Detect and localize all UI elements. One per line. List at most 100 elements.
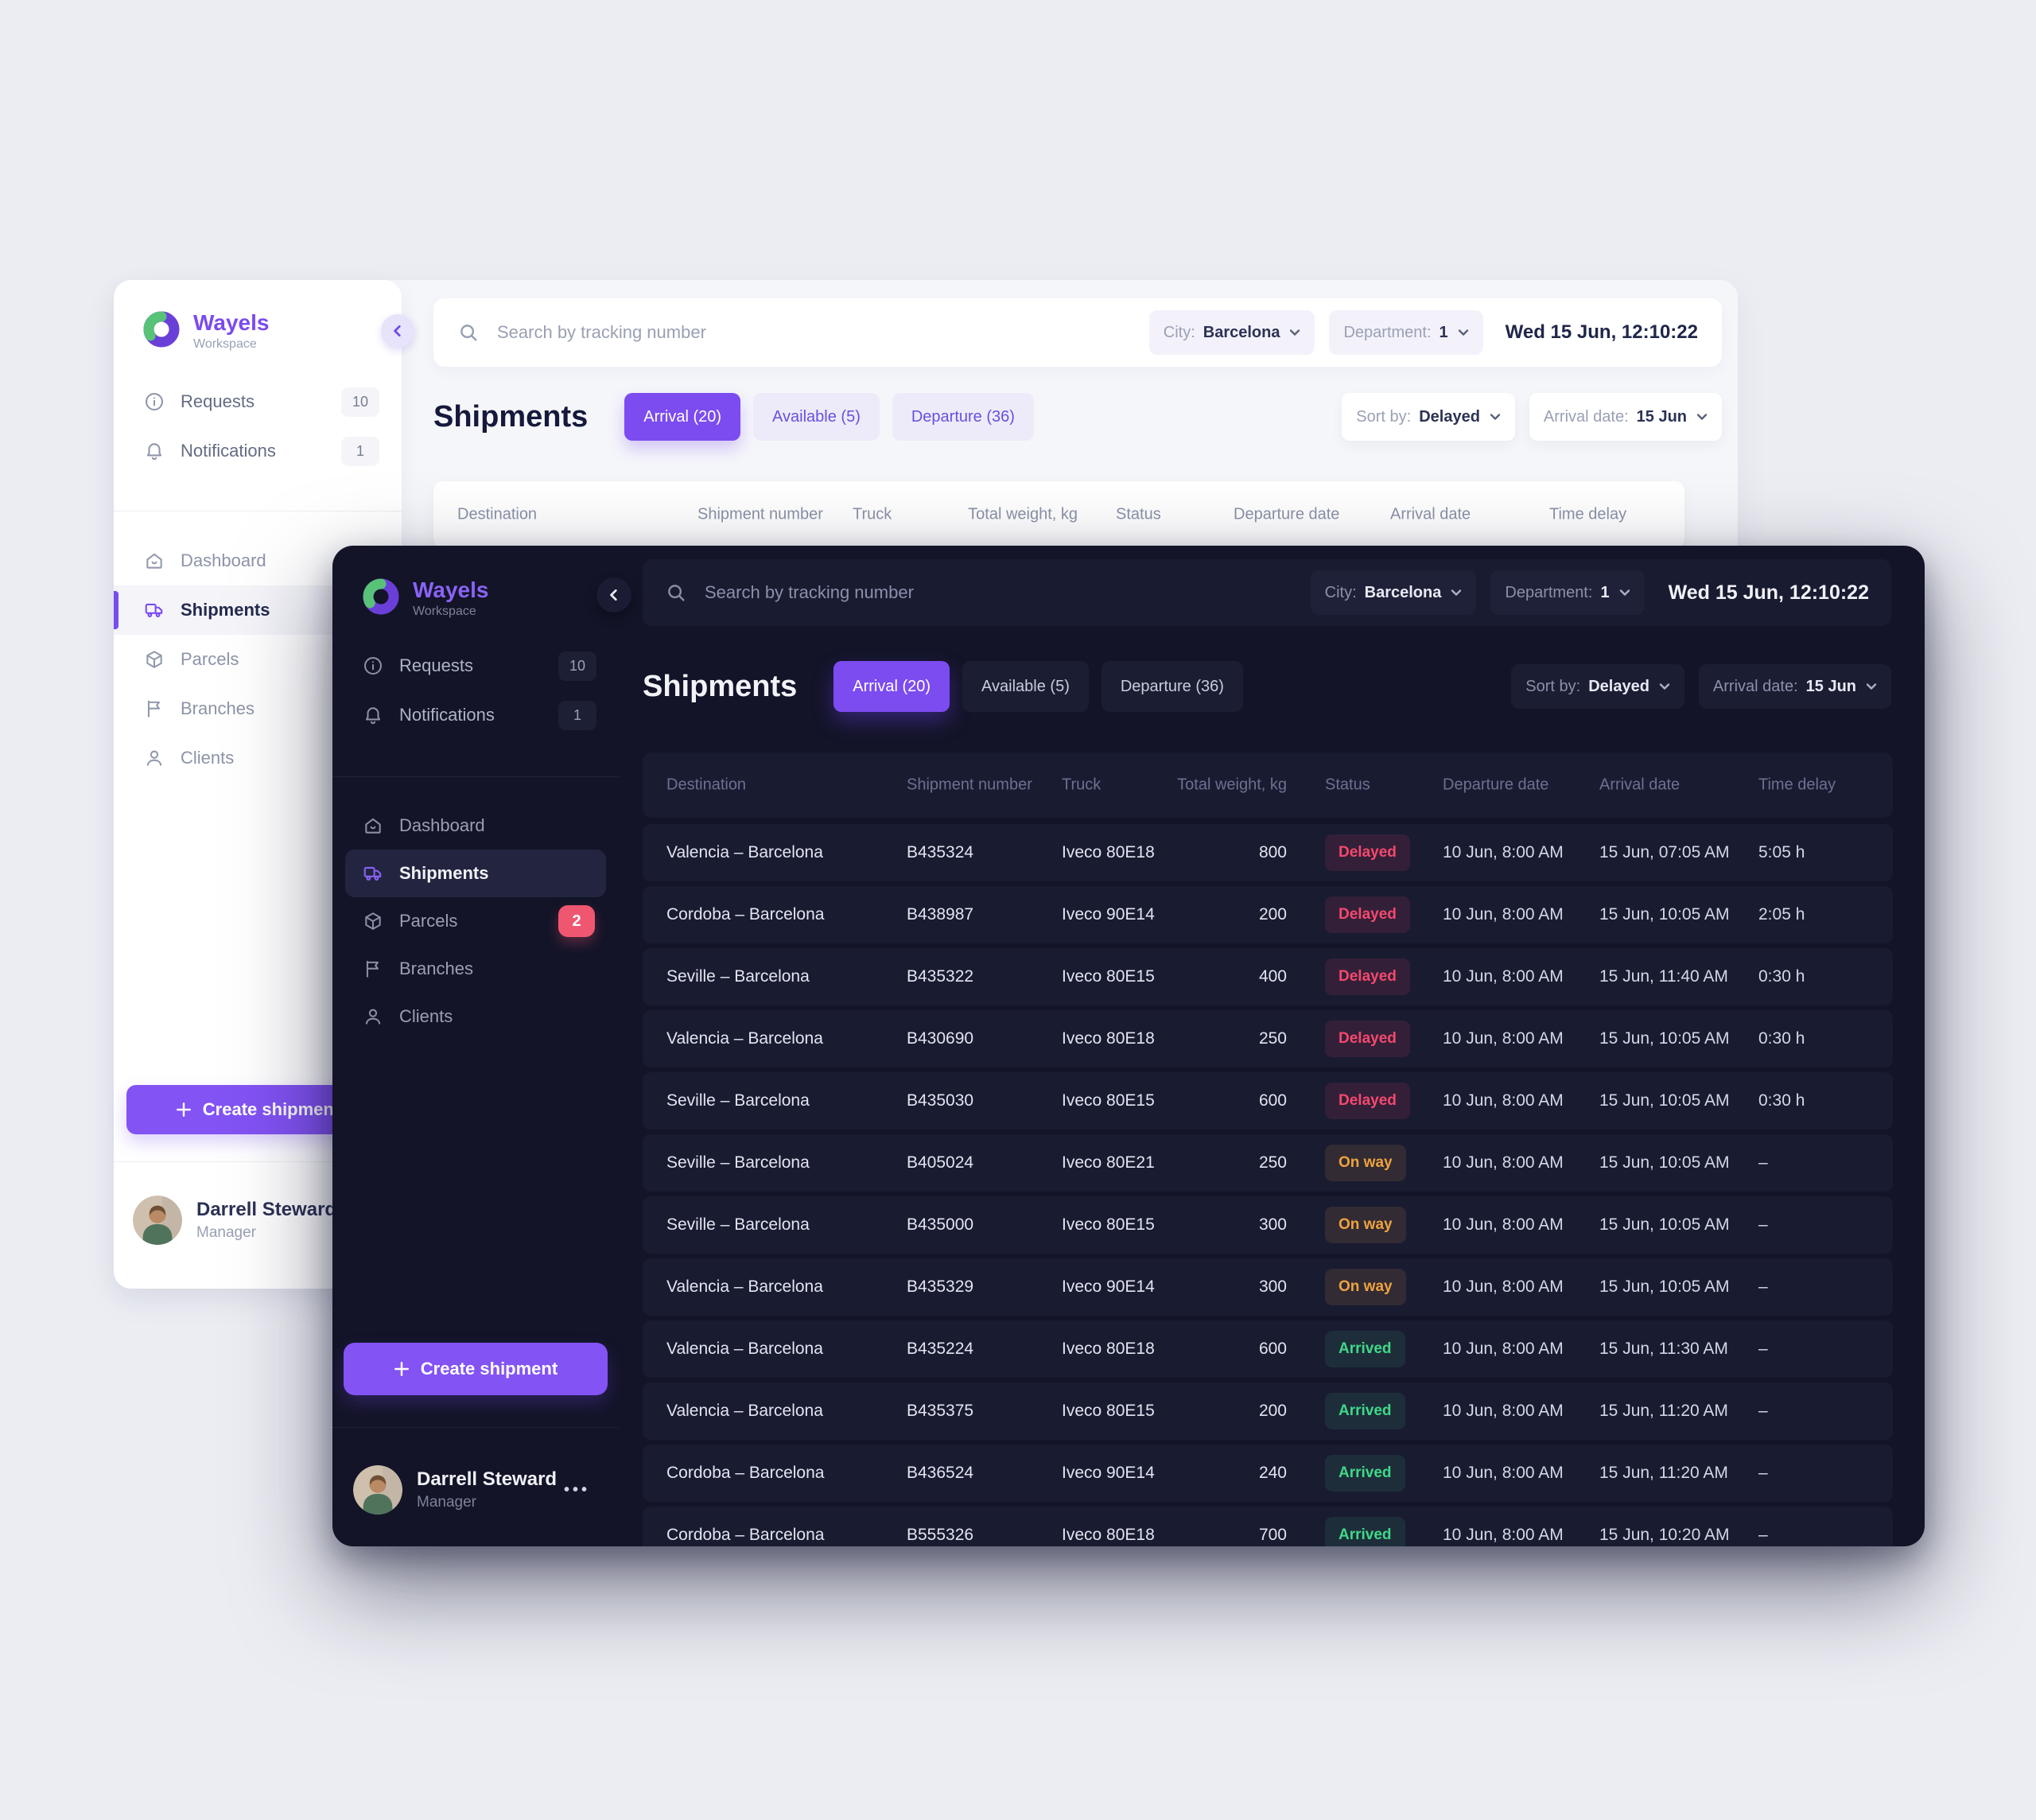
cell-arrival-date: 15 Jun, 10:05 AM: [1599, 905, 1730, 924]
cell-destination: Cordoba – Barcelona: [666, 905, 825, 924]
cell-time-delay: 0:30 h: [1758, 1091, 1805, 1110]
cell-shipment-number: B435324: [907, 843, 974, 861]
cell-time-delay: –: [1758, 1402, 1768, 1420]
chevron-down-icon: [1696, 413, 1708, 421]
column-destination: Destination: [457, 505, 538, 523]
table-row[interactable]: Cordoba – Barcelona B436524 Iveco 90E14 …: [643, 1445, 1893, 1502]
sidebar-item-parcels[interactable]: Parcels 2: [345, 897, 606, 945]
sidebar-item-branches[interactable]: Branches: [114, 684, 402, 733]
tab-departure[interactable]: Departure (36): [892, 393, 1034, 441]
status-badge: Delayed: [1325, 1021, 1410, 1057]
sidebar-collapse-button[interactable]: [381, 314, 414, 348]
sidebar-collapse-button[interactable]: [596, 578, 631, 612]
user-card[interactable]: Darrell Steward Manager: [114, 1180, 402, 1260]
sidebar-item-dashboard[interactable]: Dashboard: [114, 536, 402, 585]
sidebar-item-label: Clients: [181, 748, 235, 768]
column-departure-date: Departure date: [1234, 505, 1340, 523]
sidebar-item-label: Parcels: [399, 911, 458, 931]
person-icon: [144, 748, 165, 768]
table-row[interactable]: Valencia – Barcelona B435224 Iveco 80E18…: [643, 1320, 1893, 1378]
table-row[interactable]: Valencia – Barcelona B435324 Iveco 80E18…: [643, 824, 1893, 881]
sidebar-item-label: Notifications: [181, 441, 276, 461]
sidebar-item-shipments[interactable]: Shipments: [345, 850, 606, 897]
sort-by-dropdown[interactable]: Sort by: Delayed: [1511, 664, 1684, 709]
sidebar-item-requests[interactable]: Requests 10: [332, 641, 619, 690]
topbar: City: Barcelona Department: 1 Wed 15 Jun…: [643, 559, 1891, 626]
tab-arrival[interactable]: Arrival (20): [833, 661, 950, 712]
tab-departure[interactable]: Departure (36): [1101, 661, 1243, 712]
create-shipment-button[interactable]: Create shipment: [344, 1343, 608, 1395]
sidebar-item-branches[interactable]: Branches: [345, 945, 606, 993]
table-row[interactable]: Valencia – Barcelona B430690 Iveco 80E18…: [643, 1010, 1893, 1068]
column-truck: Truck: [853, 505, 892, 523]
cell-truck: Iveco 80E15: [1062, 1402, 1155, 1420]
table-row[interactable]: Seville – Barcelona B435030 Iveco 80E15 …: [643, 1072, 1893, 1130]
sort-by-label: Sort by:: [1356, 407, 1412, 426]
chevron-down-icon: [1490, 413, 1501, 421]
arrival-date-dropdown[interactable]: Arrival date: 15 Jun: [1529, 393, 1722, 441]
cell-total-weight: 250: [1258, 1153, 1287, 1172]
brand-name: Wayels: [413, 578, 489, 603]
sidebar-item-clients[interactable]: Clients: [114, 733, 402, 783]
city-filter[interactable]: City: Barcelona: [1148, 310, 1315, 355]
city-filter[interactable]: City: Barcelona: [1310, 570, 1477, 615]
flag-icon: [363, 959, 383, 979]
tabs: Arrival (20) Available (5) Departure (36…: [833, 661, 1243, 712]
cell-departure-date: 10 Jun, 8:00 AM: [1443, 967, 1564, 986]
sidebar-item-clients[interactable]: Clients: [345, 993, 606, 1040]
sidebar-item-notifications[interactable]: Notifications 1: [332, 690, 619, 740]
table-row[interactable]: Cordoba – Barcelona B555326 Iveco 80E18 …: [643, 1507, 1893, 1546]
search-input[interactable]: [703, 581, 1311, 604]
divider: [332, 776, 619, 777]
cell-total-weight: 300: [1258, 1215, 1287, 1234]
column-shipment-number: Shipment number: [907, 776, 1032, 794]
search-input[interactable]: [495, 321, 1149, 344]
brand-name: Wayels: [193, 310, 270, 336]
department-filter[interactable]: Department: 1: [1490, 570, 1645, 615]
tab-available[interactable]: Available (5): [962, 661, 1089, 712]
plus-icon: [176, 1102, 192, 1118]
column-status: Status: [1325, 776, 1370, 794]
sidebar-item-parcels[interactable]: Parcels: [114, 635, 402, 684]
flag-icon: [144, 698, 165, 719]
user-menu-ellipsis-icon[interactable]: •••: [563, 1480, 590, 1499]
cell-time-delay: –: [1758, 1153, 1768, 1172]
cell-time-delay: 2:05 h: [1758, 905, 1805, 924]
cell-shipment-number: B435322: [907, 967, 974, 986]
tab-arrival[interactable]: Arrival (20): [624, 393, 741, 441]
cell-departure-date: 10 Jun, 8:00 AM: [1443, 1215, 1564, 1234]
table-row[interactable]: Seville – Barcelona B435000 Iveco 80E15 …: [643, 1196, 1893, 1254]
box-icon: [363, 911, 383, 931]
cell-departure-date: 10 Jun, 8:00 AM: [1443, 905, 1564, 924]
cell-total-weight: 300: [1258, 1278, 1287, 1296]
arrival-date-dropdown[interactable]: Arrival date: 15 Jun: [1698, 664, 1891, 709]
home-icon: [363, 815, 383, 836]
brand-logo-icon: [142, 310, 181, 352]
table-row[interactable]: Seville – Barcelona B405024 Iveco 80E21 …: [643, 1134, 1893, 1192]
topbar: City: Barcelona Department: 1 Wed 15 Jun…: [433, 298, 1722, 367]
sidebar-item-requests[interactable]: Requests 10: [114, 377, 402, 426]
cell-arrival-date: 15 Jun, 10:20 AM: [1599, 1526, 1730, 1544]
chevron-down-icon: [1451, 589, 1462, 597]
table-row[interactable]: Cordoba – Barcelona B438987 Iveco 90E14 …: [643, 886, 1893, 943]
cell-shipment-number: B435329: [907, 1278, 974, 1296]
cell-truck: Iveco 80E15: [1062, 967, 1155, 986]
user-card[interactable]: Darrell Steward Manager •••: [332, 1446, 619, 1534]
table-row[interactable]: Valencia – Barcelona B435375 Iveco 80E15…: [643, 1382, 1893, 1440]
table-row[interactable]: Seville – Barcelona B435322 Iveco 80E15 …: [643, 948, 1893, 1005]
table-row[interactable]: Valencia – Barcelona B435329 Iveco 90E14…: [643, 1258, 1893, 1316]
department-filter[interactable]: Department: 1: [1329, 310, 1483, 355]
tab-available[interactable]: Available (5): [753, 393, 880, 441]
cell-departure-date: 10 Jun, 8:00 AM: [1443, 1464, 1564, 1482]
department-filter-value: 1: [1600, 583, 1610, 601]
sidebar-item-dashboard[interactable]: Dashboard: [345, 802, 606, 850]
cell-total-weight: 800: [1258, 843, 1287, 861]
column-arrival-date: Arrival date: [1599, 776, 1680, 794]
cell-departure-date: 10 Jun, 8:00 AM: [1443, 1029, 1564, 1048]
sort-by-dropdown[interactable]: Sort by: Delayed: [1342, 393, 1515, 441]
avatar: [353, 1465, 402, 1515]
sidebar-item-notifications[interactable]: Notifications 1: [114, 426, 402, 476]
column-departure-date: Departure date: [1443, 776, 1549, 794]
requests-count-badge: 10: [341, 387, 379, 417]
search-icon: [665, 581, 687, 604]
